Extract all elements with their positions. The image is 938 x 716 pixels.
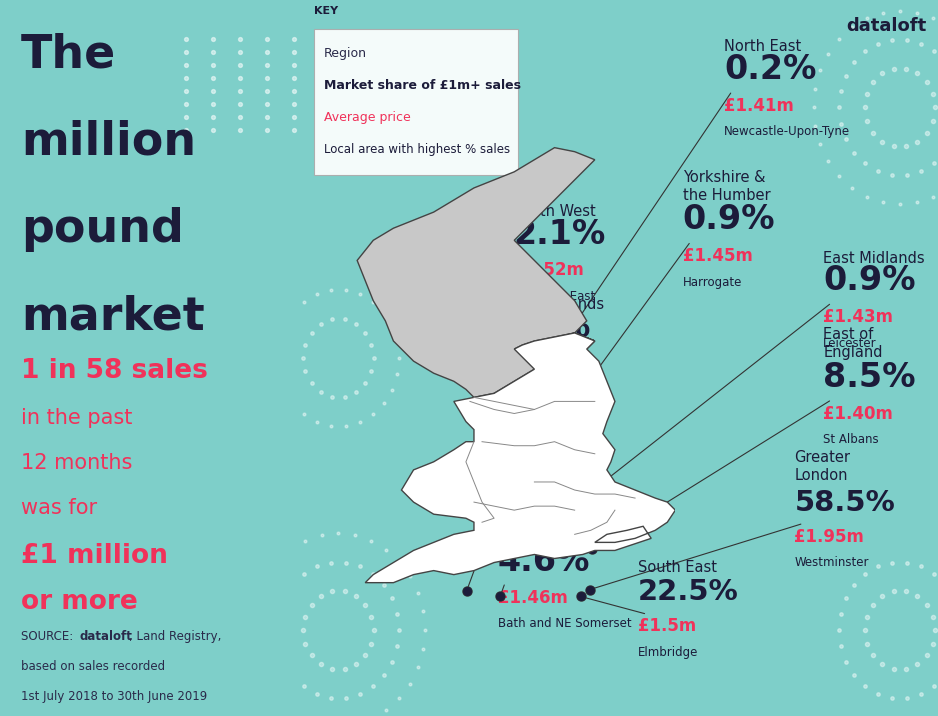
Text: Newcastle-Upon-Tyne: Newcastle-Upon-Tyne (724, 125, 851, 138)
Text: South West: South West (498, 531, 582, 546)
Text: 1st July 2018 to 30th June 2019: 1st July 2018 to 30th June 2019 (21, 690, 207, 703)
Text: East Midlands: East Midlands (824, 251, 925, 266)
Text: , Land Registry,: , Land Registry, (129, 630, 221, 643)
Text: was for: was for (21, 498, 98, 518)
Text: or more: or more (21, 589, 138, 614)
Text: Market share of £1m+ sales: Market share of £1m+ sales (324, 79, 521, 92)
Text: million: million (21, 120, 196, 165)
Text: £1.52m: £1.52m (514, 261, 583, 279)
Text: North West: North West (514, 204, 596, 219)
Text: Cheshire East: Cheshire East (514, 290, 595, 303)
FancyBboxPatch shape (314, 29, 519, 175)
Text: 0.9%: 0.9% (824, 264, 915, 297)
Text: Greater
London: Greater London (794, 450, 851, 483)
Text: £1.95m: £1.95m (794, 528, 864, 546)
Text: 12 months: 12 months (21, 453, 132, 473)
Text: Solihull: Solihull (498, 383, 541, 396)
Text: Region: Region (324, 47, 367, 59)
Text: £1.28m: £1.28m (517, 440, 587, 458)
Text: 22.5%: 22.5% (638, 579, 739, 606)
Text: 8.5%: 8.5% (824, 361, 915, 394)
Text: Local area with highest % sales: Local area with highest % sales (324, 143, 510, 156)
Text: £1.43m: £1.43m (824, 308, 893, 326)
Text: Bath and NE Somerset: Bath and NE Somerset (498, 617, 631, 630)
Text: Westminster: Westminster (794, 556, 869, 569)
Text: Yorkshire &
the Humber: Yorkshire & the Humber (683, 170, 770, 203)
Text: Leicester: Leicester (824, 337, 877, 349)
Text: Cardiff: Cardiff (517, 469, 556, 482)
Text: £1.35m: £1.35m (498, 354, 567, 372)
Text: £1.40m: £1.40m (824, 405, 893, 422)
Text: 0.2%: 0.2% (517, 397, 610, 430)
Text: North East: North East (724, 39, 802, 54)
Text: 0.2%: 0.2% (724, 53, 817, 86)
Text: St Albans: St Albans (824, 433, 879, 446)
Text: £1.41m: £1.41m (724, 97, 794, 115)
Text: The: The (21, 32, 116, 77)
Text: SOURCE:: SOURCE: (21, 630, 77, 643)
Text: 1 in 58 sales: 1 in 58 sales (21, 358, 208, 384)
Text: KEY: KEY (314, 6, 339, 16)
Text: based on sales recorded: based on sales recorded (21, 660, 165, 673)
Text: 58.5%: 58.5% (794, 489, 895, 517)
Text: 1.6%: 1.6% (498, 311, 590, 344)
Text: dataloft: dataloft (846, 17, 927, 35)
Text: 2.1%: 2.1% (514, 218, 606, 251)
Text: in the past: in the past (21, 408, 132, 428)
Text: £1.46m: £1.46m (498, 589, 567, 606)
Text: South East: South East (638, 560, 718, 575)
Polygon shape (357, 147, 595, 397)
Text: dataloft: dataloft (80, 630, 132, 643)
Text: East of
England: East of England (824, 327, 883, 360)
Text: 0.9%: 0.9% (683, 203, 776, 236)
Text: Wales: Wales (517, 383, 561, 398)
Text: £1 million: £1 million (21, 543, 168, 569)
Text: £1.5m: £1.5m (638, 617, 697, 635)
Text: market: market (21, 294, 204, 339)
Text: pound: pound (21, 207, 184, 252)
Text: £1.45m: £1.45m (683, 247, 752, 265)
Text: West Midlands: West Midlands (498, 297, 604, 312)
Text: 4.6%: 4.6% (498, 545, 590, 578)
Text: Average price: Average price (324, 111, 411, 124)
Text: Elmbridge: Elmbridge (638, 646, 699, 659)
Polygon shape (365, 333, 675, 583)
Text: Harrogate: Harrogate (683, 276, 742, 289)
